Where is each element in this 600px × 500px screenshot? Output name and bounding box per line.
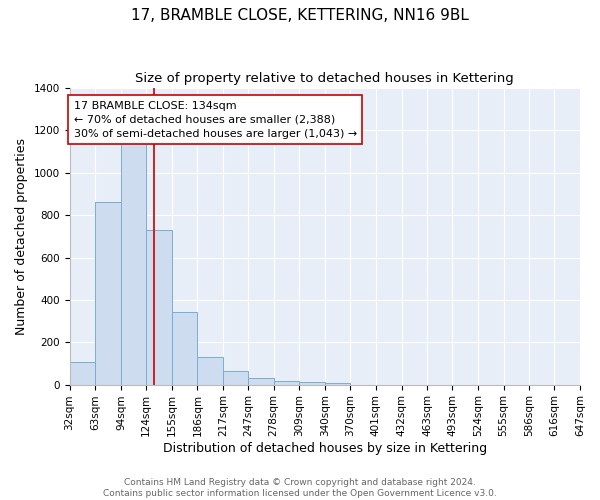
- Y-axis label: Number of detached properties: Number of detached properties: [15, 138, 28, 335]
- Text: 17, BRAMBLE CLOSE, KETTERING, NN16 9BL: 17, BRAMBLE CLOSE, KETTERING, NN16 9BL: [131, 8, 469, 22]
- Title: Size of property relative to detached houses in Kettering: Size of property relative to detached ho…: [136, 72, 514, 86]
- Bar: [223, 372, 248, 384]
- Bar: [248, 378, 274, 384]
- Bar: [70, 362, 95, 384]
- Bar: [274, 381, 299, 384]
- Bar: [299, 382, 325, 384]
- Bar: [95, 202, 121, 384]
- X-axis label: Distribution of detached houses by size in Kettering: Distribution of detached houses by size …: [163, 442, 487, 455]
- Bar: [197, 358, 223, 384]
- Text: 17 BRAMBLE CLOSE: 134sqm
← 70% of detached houses are smaller (2,388)
30% of sem: 17 BRAMBLE CLOSE: 134sqm ← 70% of detach…: [74, 101, 357, 139]
- Bar: [172, 312, 197, 384]
- Bar: [121, 143, 146, 384]
- Text: Contains HM Land Registry data © Crown copyright and database right 2024.
Contai: Contains HM Land Registry data © Crown c…: [103, 478, 497, 498]
- Bar: [146, 230, 172, 384]
